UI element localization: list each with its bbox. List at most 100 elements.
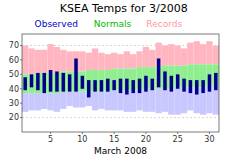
x-tick [209,132,210,134]
observed-bar [201,80,204,93]
normal-band [35,73,41,93]
x-axis-label: March 2008 [94,146,147,156]
record-low-band [73,92,79,108]
marks [22,41,219,115]
normal-band [41,73,47,93]
normal-band [60,71,66,91]
record-low-band [117,90,123,110]
normal-band [98,70,104,92]
observed-bar [42,73,45,93]
record-high-band [86,53,92,70]
observed-bar [119,79,122,93]
record-low-band [79,92,85,108]
observed-bar [195,80,198,94]
normal-band [66,71,72,91]
y-tick [20,103,22,104]
x-tick-label: 20 [141,135,151,144]
observed-bar [100,80,103,92]
observed-bar [138,79,141,93]
record-high-band [130,54,136,68]
record-high-band [175,46,181,66]
record-low-band [155,89,161,114]
legend-entry: Observed [35,19,78,29]
record-high-band [79,51,85,71]
y-tick-label: 50 [9,70,19,79]
observed-bar [214,73,217,90]
record-high-band [181,48,187,65]
record-high-band [54,47,60,73]
record-low-band [111,90,117,110]
record-high-band [41,50,47,73]
normal-band [79,71,85,91]
observed-bar [125,79,128,95]
record-low-band [149,89,155,112]
record-high-band [111,53,117,69]
record-low-band [66,92,72,106]
observed-bar [112,80,115,90]
x-tick-label: 25 [173,135,183,144]
observed-bar [68,74,71,91]
normal-band [28,74,34,93]
record-high-band [117,54,123,68]
observed-bar [93,80,96,92]
record-low-band [98,92,104,109]
record-low-band [60,92,66,109]
normal-band [92,70,98,92]
observed-bar [87,80,90,97]
record-high-band [143,47,149,67]
x-tick [145,132,146,134]
record-low-band [162,89,168,112]
y-tick-label: 70 [9,41,19,50]
observed-bar [163,71,166,90]
normal-band [111,69,117,91]
y-tick [20,88,22,89]
observed-bar [176,74,179,88]
record-high-band [136,51,142,67]
record-high-band [47,44,53,73]
normal-band [22,74,28,93]
record-high-band [213,46,219,65]
record-high-band [28,48,34,74]
observed-bar [189,80,192,93]
x-tick-label: 15 [109,135,119,144]
x-tick [177,132,178,134]
record-low-band [130,90,136,112]
observed-bar [151,79,154,91]
y-tick-label: 60 [9,56,19,65]
record-low-band [175,87,181,114]
record-high-band [66,51,72,71]
record-high-band [194,41,200,64]
y-tick [20,59,22,60]
observed-bar [170,76,173,92]
y-tick-label: 20 [9,113,19,122]
record-low-band [54,93,60,112]
record-high-band [105,54,111,70]
record-high-band [206,41,212,64]
record-high-band [168,44,174,66]
record-high-band [149,50,155,67]
record-low-band [35,93,41,110]
record-high-band [124,51,130,68]
grid-line [22,117,219,118]
observed-bar [131,80,134,93]
record-low-band [143,89,149,112]
record-low-band [92,92,98,111]
x-tick [50,132,51,134]
observed-bar [74,59,77,92]
record-high-band [92,48,98,70]
y-tick-label: 30 [9,99,19,108]
record-high-band [60,50,66,72]
x-tick-label: 30 [204,135,214,144]
record-high-band [35,50,41,73]
record-high-band [200,44,206,64]
observed-bar [106,79,109,92]
record-high-band [187,43,193,65]
observed-bar [182,79,185,92]
y-tick [20,117,22,118]
legend-entry: Normals [94,19,132,29]
record-low-band [47,93,53,110]
y-tick-label: 40 [9,85,19,94]
observed-bar [23,77,26,90]
record-high-band [98,53,104,70]
observed-bar [30,74,33,87]
